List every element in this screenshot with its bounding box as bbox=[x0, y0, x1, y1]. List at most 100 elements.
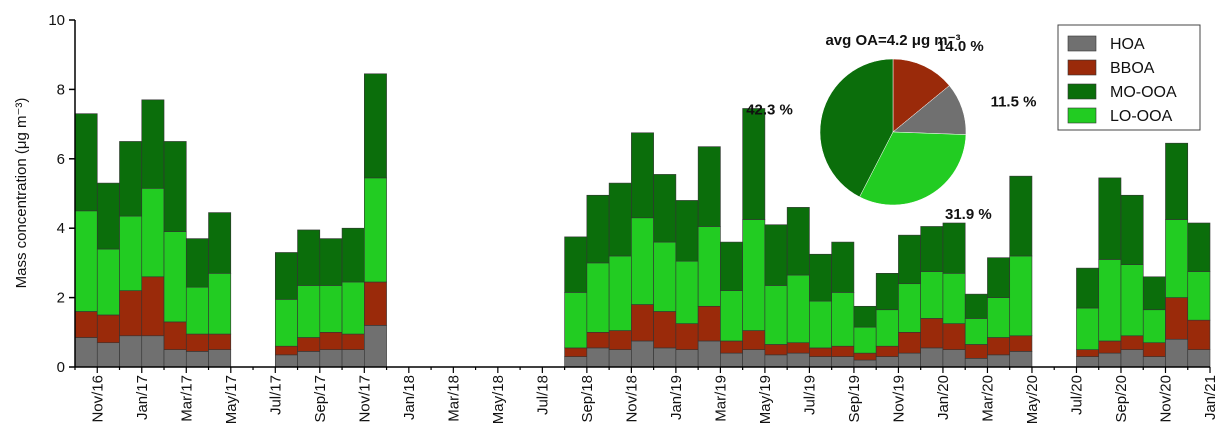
bar-segment bbox=[297, 285, 321, 338]
bar-segment bbox=[119, 215, 143, 291]
bar-segment bbox=[786, 207, 810, 276]
x-tick-label: Mar/17 bbox=[178, 375, 195, 422]
bar-segment bbox=[1098, 177, 1122, 260]
bar-segment bbox=[586, 194, 610, 264]
bar-segment bbox=[319, 349, 343, 368]
bar-segment bbox=[653, 174, 677, 243]
bar-segment bbox=[364, 281, 387, 326]
bar-segment bbox=[608, 255, 632, 331]
bar-segment bbox=[141, 335, 165, 368]
bar-segment bbox=[119, 141, 143, 217]
bar-segment bbox=[1142, 342, 1166, 357]
bar-segment bbox=[920, 318, 944, 349]
bar-segment bbox=[809, 356, 832, 368]
x-tick-label: Jul/17 bbox=[267, 375, 284, 415]
y-tick-label: 2 bbox=[57, 290, 65, 307]
bar-segment bbox=[1142, 276, 1166, 311]
bar-segment bbox=[831, 345, 855, 357]
bar-segment bbox=[875, 356, 899, 368]
x-tick-label: Nov/16 bbox=[89, 375, 106, 423]
y-tick-label: 0 bbox=[57, 359, 65, 376]
bar-segment bbox=[96, 342, 120, 368]
bar-segment bbox=[742, 330, 766, 350]
bar-segment bbox=[1076, 267, 1100, 309]
bar-segment bbox=[1187, 271, 1211, 321]
bar-segment bbox=[987, 354, 1011, 368]
pie-label: 11.5 % bbox=[991, 94, 1037, 111]
pie-label: 42.3 % bbox=[746, 102, 793, 119]
bar-segment bbox=[274, 345, 298, 356]
bar-segment bbox=[764, 224, 788, 286]
bar-segment bbox=[364, 177, 387, 283]
bar-segment bbox=[786, 274, 810, 344]
bar-segment bbox=[1120, 349, 1144, 368]
bar-segment bbox=[742, 219, 766, 331]
bar-segment bbox=[185, 351, 209, 368]
bar-segment bbox=[163, 349, 187, 368]
bar-segment bbox=[74, 210, 98, 312]
bar-segment bbox=[987, 257, 1011, 298]
bar-segment bbox=[675, 323, 699, 350]
x-tick-label: Jul/20 bbox=[1068, 375, 1085, 415]
bar-segment bbox=[653, 311, 677, 349]
bar-segment bbox=[319, 331, 343, 350]
bar-segment bbox=[141, 276, 165, 337]
bar-segment bbox=[1076, 356, 1100, 368]
bar-segment bbox=[341, 333, 365, 350]
bar-segment bbox=[297, 337, 321, 352]
bar-segment bbox=[586, 331, 610, 349]
bar-segment bbox=[208, 333, 232, 350]
x-tick-label: Mar/18 bbox=[445, 375, 462, 422]
bar-segment bbox=[185, 238, 209, 288]
pie-label: 31.9 % bbox=[945, 206, 992, 223]
bar-segment bbox=[1165, 142, 1189, 220]
bar-segment bbox=[920, 271, 944, 319]
bar-segment bbox=[297, 351, 321, 368]
x-tick-label: Jan/20 bbox=[935, 375, 952, 420]
bar-segment bbox=[675, 200, 699, 262]
bar-segment bbox=[875, 273, 899, 311]
bar-segment bbox=[898, 283, 921, 333]
bar-segment bbox=[163, 321, 187, 350]
legend-swatch bbox=[1067, 83, 1097, 100]
legend-label: MO-OOA bbox=[1110, 84, 1177, 101]
x-tick-label: Nov/17 bbox=[356, 375, 373, 423]
x-tick-label: May/17 bbox=[223, 375, 240, 424]
bar-segment bbox=[608, 182, 632, 257]
bar-segment bbox=[653, 347, 677, 368]
x-tick-label: Nov/20 bbox=[1157, 375, 1174, 423]
bar-segment bbox=[809, 253, 832, 302]
bar-segment bbox=[1009, 335, 1033, 352]
x-tick-label: Sep/17 bbox=[312, 375, 329, 423]
bar-segment bbox=[898, 331, 921, 354]
pie-slice bbox=[819, 58, 894, 198]
pie-title: avg OA=4.2 μg m⁻³ bbox=[825, 32, 960, 49]
bar-segment bbox=[764, 344, 788, 356]
legend-label: BBOA bbox=[1110, 60, 1155, 77]
bar-segment bbox=[653, 241, 677, 312]
bar-segment bbox=[1009, 175, 1033, 257]
x-tick-label: Sep/19 bbox=[846, 375, 863, 423]
x-tick-label: Mar/20 bbox=[979, 375, 996, 422]
x-tick-label: Mar/19 bbox=[712, 375, 729, 422]
bar-segment bbox=[586, 347, 610, 368]
bar-segment bbox=[964, 318, 988, 345]
bar-segment bbox=[341, 227, 365, 283]
bar-segment bbox=[631, 340, 654, 368]
bar-segment bbox=[1142, 356, 1166, 368]
bar-segment bbox=[564, 292, 588, 349]
x-tick-label: Nov/19 bbox=[890, 375, 907, 423]
bar-segment bbox=[720, 352, 743, 368]
bar-segment bbox=[942, 349, 966, 368]
bar-segment bbox=[964, 293, 988, 319]
bar-segment bbox=[920, 226, 944, 272]
bar-segment bbox=[141, 99, 165, 189]
bar-segment bbox=[697, 146, 721, 227]
bar-segment bbox=[987, 337, 1011, 356]
bar-segment bbox=[720, 340, 743, 354]
legend-label: LO-OOA bbox=[1110, 108, 1173, 125]
legend-label: HOA bbox=[1110, 36, 1145, 53]
bar-segment bbox=[1165, 219, 1189, 298]
bar-segment bbox=[964, 358, 988, 368]
